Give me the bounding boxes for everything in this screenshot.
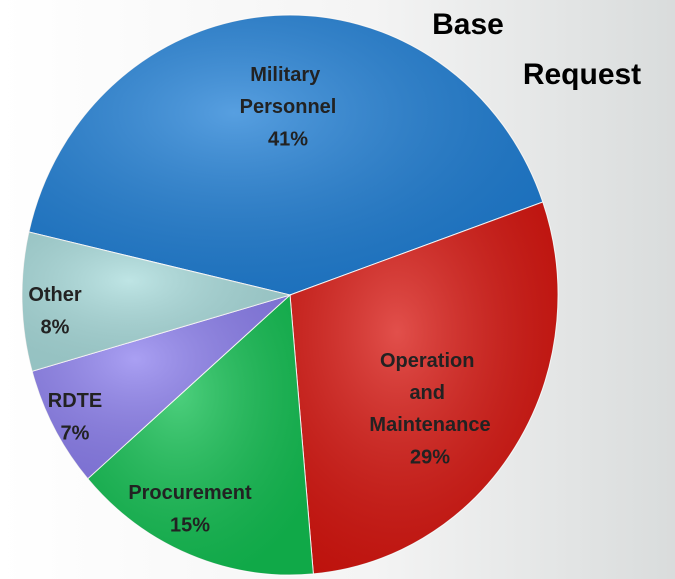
slice-label: Other [28,284,82,306]
chart-title: Request [523,58,641,91]
chart-title: Base [432,8,504,41]
value-label: 15% [170,514,210,536]
value-label: 29% [410,446,450,468]
slice-label: RDTE [48,390,102,412]
value-label: 8% [41,316,70,338]
value-label: 7% [61,422,90,444]
chart: Military Personnel41%Operation and Maint… [0,0,675,579]
value-label: 41% [268,128,308,150]
slice-label: Procurement [128,482,252,504]
